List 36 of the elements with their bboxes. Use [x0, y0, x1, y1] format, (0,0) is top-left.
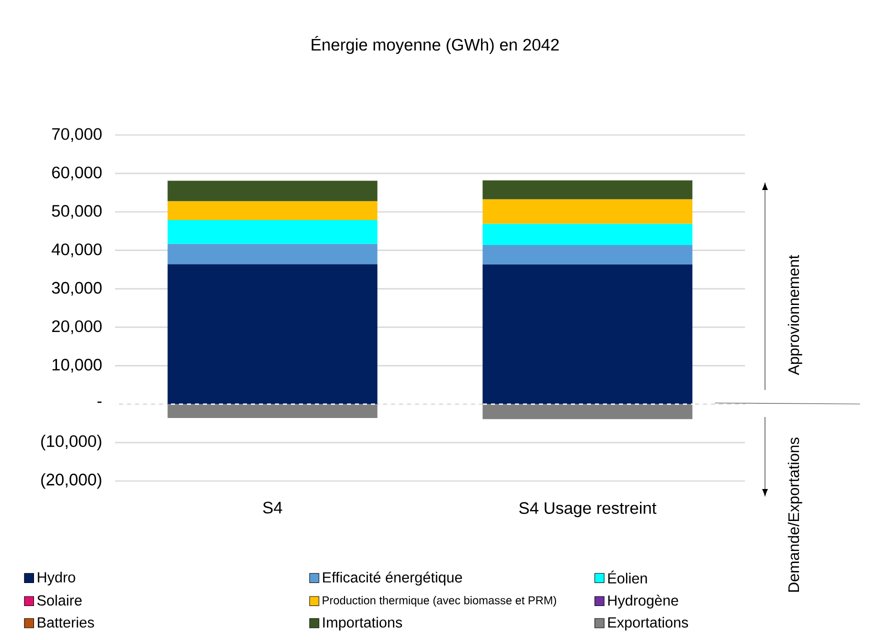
bar	[168, 244, 378, 264]
bar	[482, 244, 692, 265]
legend-label: Éolien	[608, 570, 647, 584]
y-tick-label: (20,000)	[41, 473, 102, 489]
text: Approvionnement	[788, 255, 802, 376]
legend-label: Hydro	[38, 572, 76, 586]
y-tick-label: -	[97, 402, 102, 403]
y-tick-label: 50,000	[52, 205, 102, 219]
y-tick-label: 40,000	[52, 243, 102, 258]
x-tick-label: S4 Usage restreint	[519, 502, 656, 518]
bar	[168, 201, 378, 220]
bar	[482, 180, 692, 200]
bar	[168, 220, 378, 244]
legend-label: Efficacité énergétique	[323, 572, 462, 586]
bar	[168, 404, 378, 418]
y-tick-label: 20,000	[52, 320, 102, 334]
bar	[168, 264, 378, 404]
legend-label: Production thermique (avec biomasse et PRM)	[322, 596, 556, 607]
y-tick-label: 60,000	[52, 166, 102, 180]
bar	[168, 180, 378, 202]
bar	[482, 224, 692, 245]
bar	[482, 199, 692, 224]
text: Demande/Exportations	[788, 438, 802, 592]
y-tick-label: 10,000	[52, 358, 102, 373]
legend-label: Importations	[323, 616, 402, 631]
y-tick-label: 70,000	[52, 128, 102, 142]
legend-label: Solaire	[37, 594, 82, 606]
legend-label: Exportations	[608, 616, 688, 631]
chart-title: Énergie moyenne (GWh) en 2042	[312, 36, 559, 54]
bar	[482, 404, 692, 420]
bar	[482, 264, 692, 404]
x-tick-label: S4	[263, 502, 282, 514]
y-tick-label: (10,000)	[41, 434, 102, 450]
y-tick-label: 30,000	[52, 282, 102, 296]
legend-label: Hydrogène	[608, 594, 678, 609]
legend-label: Batteries	[38, 616, 94, 628]
